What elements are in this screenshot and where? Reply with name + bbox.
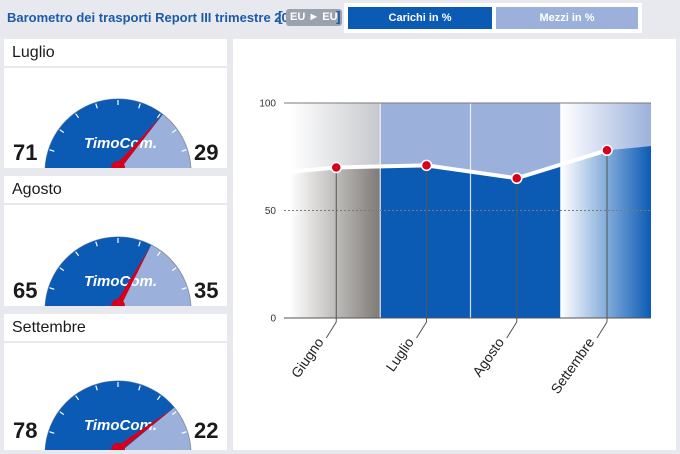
y-tick-label: 0 (270, 314, 276, 325)
gauge-tick (75, 251, 80, 257)
x-tick-label: Giugno (288, 334, 327, 380)
category-connector (416, 321, 427, 339)
category-connector (325, 321, 337, 339)
gauge-tick (75, 395, 80, 401)
legend: Carichi in % Mezzi in % (344, 3, 642, 33)
y-tick-label: 100 (259, 99, 276, 110)
gauge-panel: TimoCom. 65 35 (4, 205, 227, 306)
chart-panel: 0 50 100 Giugno Luglio Agosto Settembre (233, 39, 676, 450)
route-bracket-open: [ (278, 8, 283, 24)
data-point (420, 159, 433, 172)
gauge-tick (156, 113, 161, 119)
gauge-tick (95, 241, 98, 247)
brand-logo: TimoCom. (84, 273, 157, 290)
gauge-tick (75, 113, 80, 119)
carichi-area-fading (560, 146, 651, 318)
y-tick-label: 50 (265, 206, 277, 217)
gauge-tick (181, 431, 187, 434)
legend-mezzi[interactable]: Mezzi in % (496, 7, 638, 29)
gauge-month-label: Settembre (4, 314, 227, 341)
brand-logo: TimoCom. (84, 417, 157, 434)
gauge-tick (171, 129, 177, 134)
gauge-panel: TimoCom. 78 22 (4, 343, 227, 450)
mezzi-area-fading (560, 103, 651, 165)
gauge-tick (138, 103, 141, 109)
legend-carichi[interactable]: Carichi in % (348, 7, 492, 29)
x-tick-label: Agosto (469, 334, 507, 379)
x-tick-label: Luglio (382, 334, 417, 374)
gauge-tick (95, 385, 98, 391)
gauge-dial: TimoCom. (44, 98, 192, 168)
page-title: Barometro dei trasporti Report III trime… (7, 10, 304, 25)
data-point (511, 172, 523, 184)
gauge-carichi-value: 78 (13, 418, 38, 443)
gauge-dial: TimoCom. (44, 380, 192, 450)
gauge-needle-hub (111, 443, 125, 450)
gauge-mezzi-value: 29 (194, 140, 219, 165)
carichi-area-faded (290, 165, 381, 318)
gauge-panel: TimoCom. 71 29 (4, 68, 227, 168)
route-bracket-close: ] (336, 8, 341, 24)
gauge-needle (116, 408, 173, 450)
header: Barometro dei trasporti Report III trime… (0, 0, 680, 36)
gauge-needle-hub (111, 299, 125, 306)
gauge-month-label: Luglio (4, 39, 227, 66)
gauge-needle-hub (111, 161, 125, 168)
category-connector (596, 321, 608, 339)
data-point (330, 161, 342, 174)
mezzi-area-faded (290, 103, 381, 172)
gauge-tick (156, 251, 161, 257)
gauge-tick (138, 241, 141, 247)
gauge-needle (115, 246, 151, 306)
gauge-carichi-value: 71 (13, 140, 38, 165)
gauge-tick (181, 149, 187, 152)
gauge-tick (171, 411, 177, 416)
data-point (601, 144, 613, 157)
gauge-tick (95, 103, 98, 109)
gauge-tick (49, 149, 55, 152)
gauge-tick (156, 395, 161, 401)
gauge-mezzi-value: 22 (194, 418, 219, 443)
gauge-tick (59, 129, 65, 134)
gauge-carichi-value: 65 (13, 278, 38, 303)
gauge-tick (181, 287, 187, 290)
gauge-tick (138, 385, 141, 391)
gauge-mezzi-value: 35 (194, 278, 219, 303)
brand-logo: TimoCom. (84, 135, 157, 152)
gauge-tick (59, 411, 65, 416)
gauge-needle (115, 115, 162, 168)
gauge-tick (171, 267, 177, 272)
gauge-tick (59, 267, 65, 272)
category-connector (506, 321, 518, 339)
x-tick-label: Settembre (547, 334, 597, 396)
gauge-dial: TimoCom. (44, 236, 192, 306)
gauge-month-label: Agosto (4, 176, 227, 203)
gauge-tick (49, 287, 55, 290)
area-chart: 0 50 100 Giugno Luglio Agosto Settembre (259, 99, 651, 397)
gauge-tick (49, 431, 55, 434)
route-badge: EU ► EU (286, 9, 342, 26)
